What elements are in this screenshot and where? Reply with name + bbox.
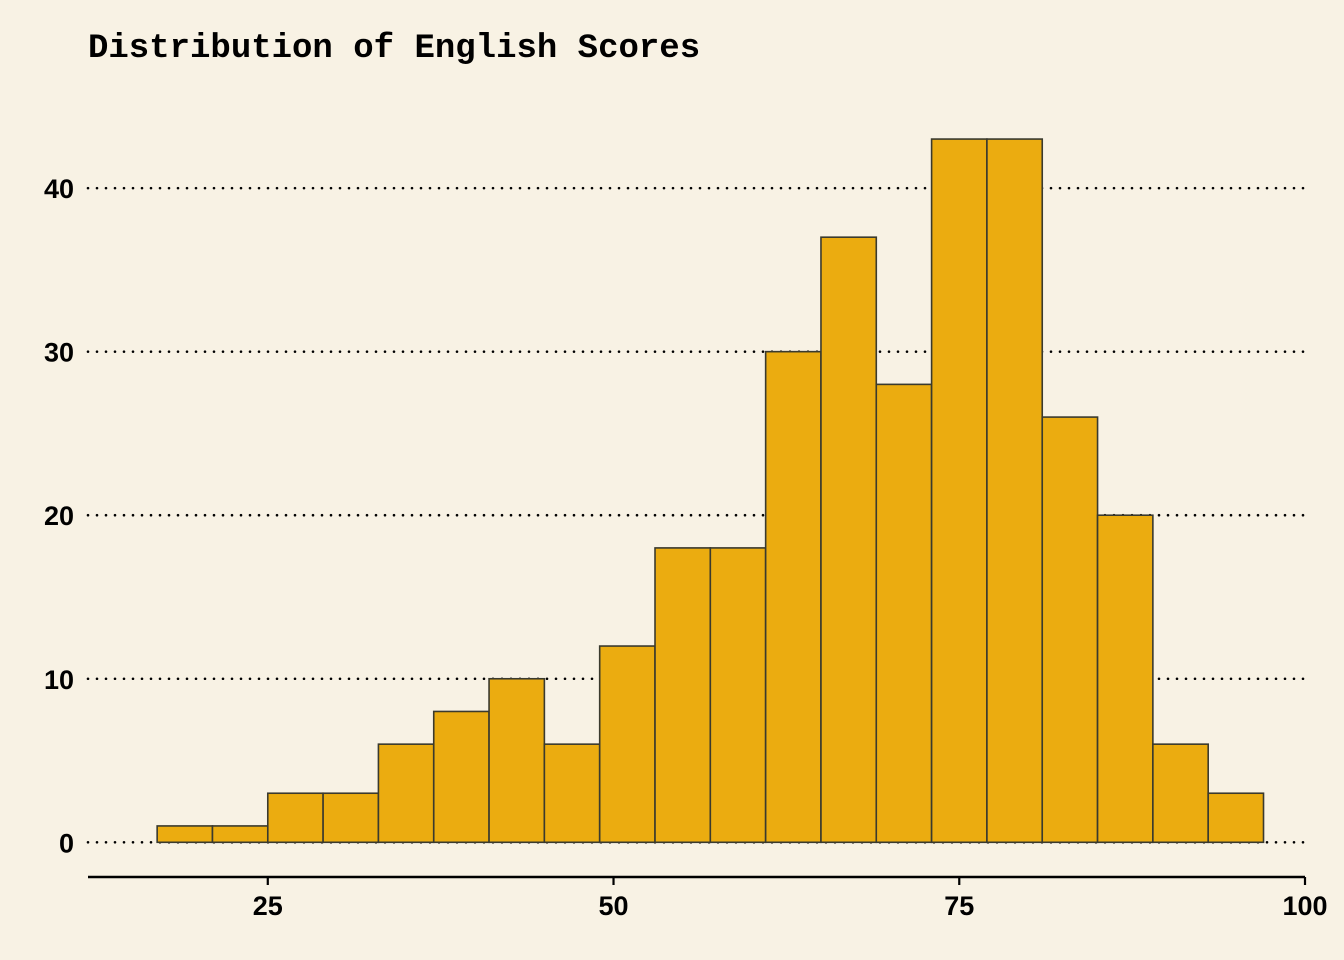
histogram-bar [322, 792, 380, 844]
y-tick-label: 10 [44, 665, 74, 695]
histogram-bar [488, 677, 546, 844]
histogram-bar [432, 710, 490, 844]
y-tick-label: 0 [59, 828, 74, 858]
x-tick-label: 100 [1282, 891, 1327, 921]
histogram-bar [764, 350, 822, 844]
x-axis: 25 50 75 100 [88, 875, 1328, 921]
histogram-bar [654, 547, 712, 844]
histogram-bar [930, 138, 988, 844]
histogram-bar [1096, 514, 1154, 844]
x-tick-label: 25 [253, 891, 283, 921]
chart-title: Distribution of English Scores [88, 30, 701, 68]
x-tick-label: 75 [944, 891, 974, 921]
histogram-bar [211, 825, 269, 844]
y-tick-label: 40 [44, 174, 74, 204]
y-axis-labels: 0 10 20 30 40 [44, 174, 74, 858]
y-tick-label: 30 [44, 338, 74, 368]
histogram-bar [1152, 743, 1209, 844]
histogram-bar [543, 743, 601, 844]
histogram-bar [1041, 416, 1099, 844]
histogram-bar [820, 236, 878, 844]
y-tick-label: 20 [44, 501, 74, 531]
histogram-bar [377, 743, 435, 844]
x-tick-label: 50 [598, 891, 628, 921]
histogram-bar [986, 138, 1044, 844]
histogram-bar [875, 383, 933, 844]
histogram-bars [156, 138, 1265, 844]
histogram-bar [266, 792, 324, 844]
histogram-bar [1207, 792, 1265, 844]
histogram-bar [709, 547, 767, 844]
histogram-bar [156, 825, 214, 844]
histogram-bar [598, 645, 656, 844]
